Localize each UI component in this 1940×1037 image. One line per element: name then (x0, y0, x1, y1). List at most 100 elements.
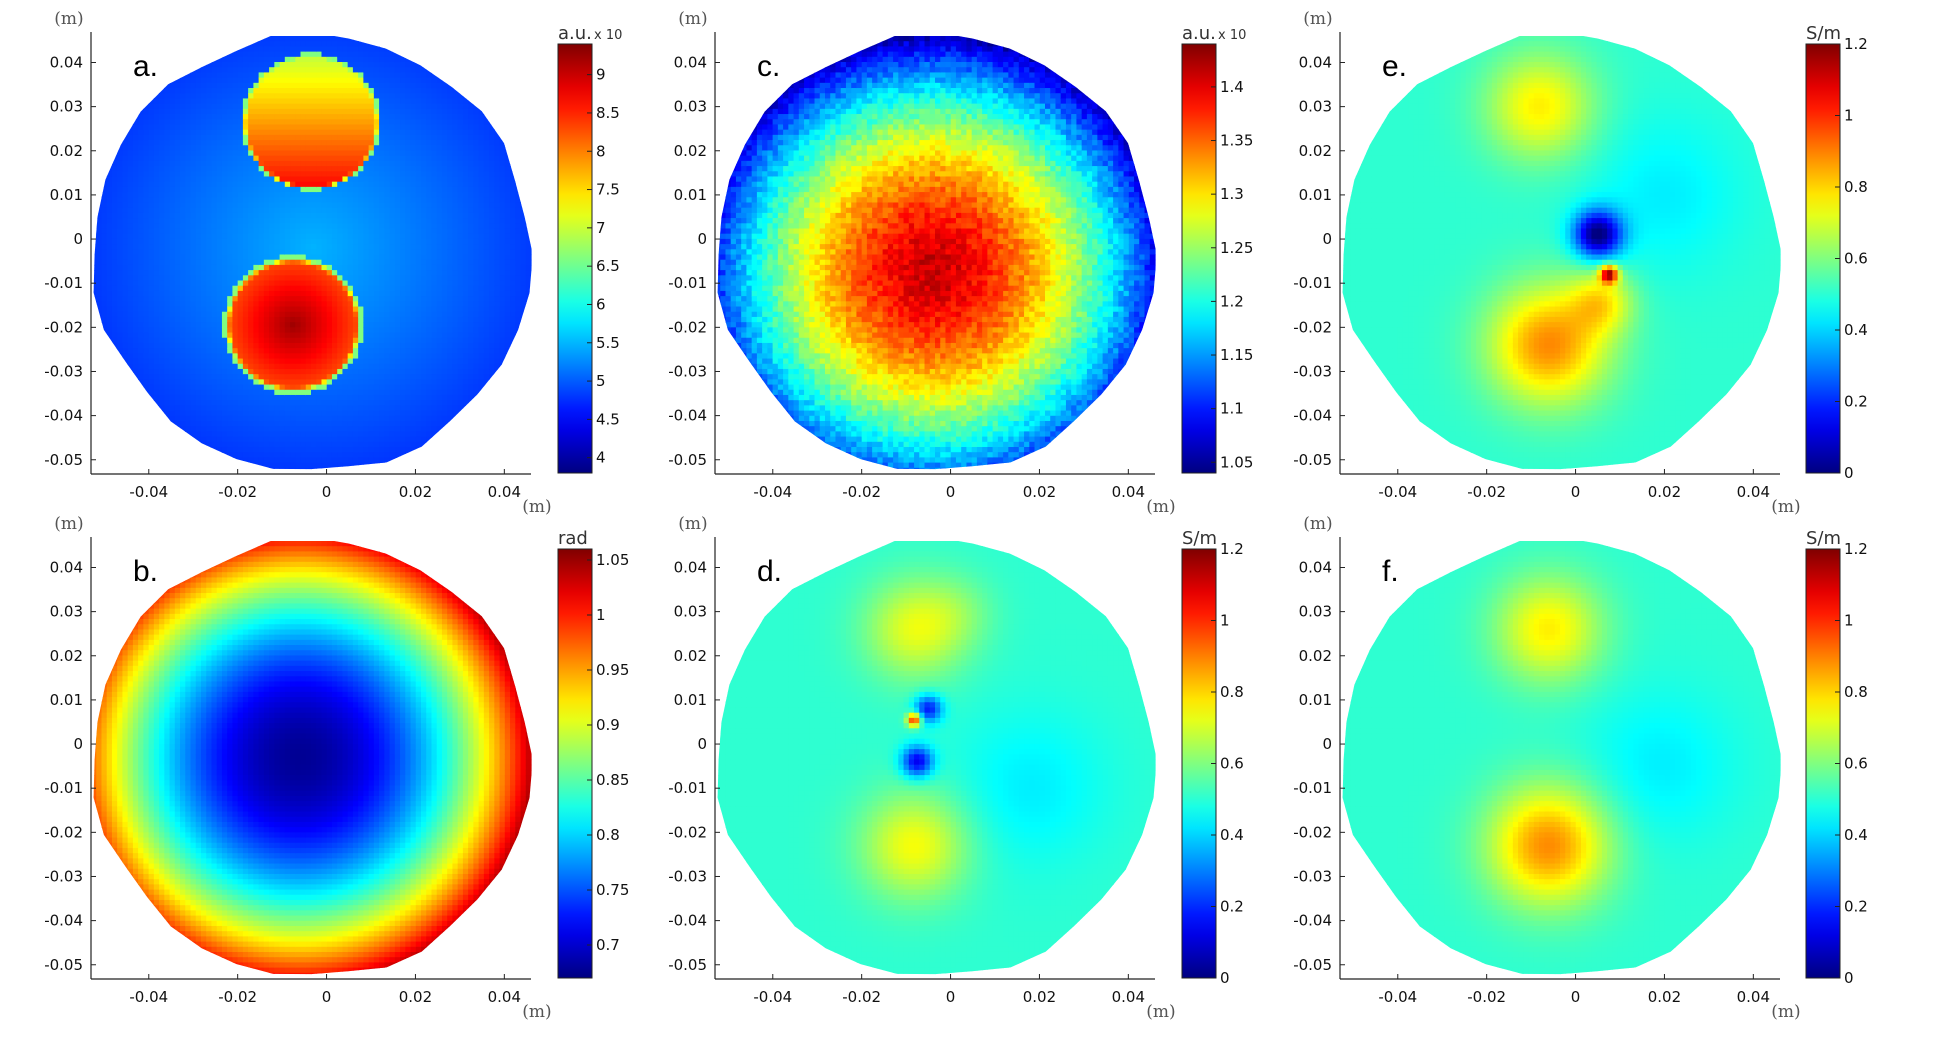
heatmap-cell (400, 171, 406, 178)
heatmap-cell (206, 67, 213, 74)
heatmap-cell (174, 233, 181, 240)
heatmap-cell (279, 415, 286, 422)
heatmap-cell (195, 415, 202, 422)
heatmap-cell (216, 140, 223, 146)
heatmap-cell (201, 389, 207, 396)
heatmap-cell (111, 254, 118, 261)
heatmap-cell (237, 134, 244, 141)
heatmap-cell (279, 259, 286, 266)
heatmap-cell (253, 426, 260, 432)
heatmap-cell (122, 368, 129, 375)
heatmap-cell (195, 348, 202, 354)
heatmap-cell (400, 192, 406, 198)
heatmap-cell (295, 446, 302, 453)
heatmap-cell (305, 348, 312, 354)
heatmap-cell (426, 202, 433, 209)
heatmap-cell (373, 306, 380, 313)
heatmap-cell (379, 176, 385, 183)
heatmap-cell (169, 316, 176, 323)
heatmap-cell (410, 176, 417, 183)
heatmap-cell (148, 155, 155, 162)
heatmap-cell (221, 238, 228, 245)
heatmap-cell (221, 441, 228, 448)
heatmap-cell (269, 228, 275, 235)
heatmap-cell (206, 410, 213, 417)
heatmap-cell (253, 337, 260, 344)
heatmap-cell (206, 145, 213, 152)
heatmap-cell (237, 46, 244, 53)
heatmap-cell (363, 98, 370, 105)
heatmap-cell (258, 72, 265, 79)
heatmap-cell (321, 374, 328, 380)
heatmap-cell (368, 103, 375, 110)
heatmap-cell (284, 192, 291, 198)
heatmap-cell (237, 186, 244, 193)
heatmap-cell (190, 400, 197, 406)
heatmap-cell (185, 290, 192, 297)
heatmap-cell (295, 228, 302, 235)
heatmap-cell (148, 129, 155, 136)
heatmap-cell (211, 410, 218, 417)
heatmap-cell (159, 316, 165, 323)
heatmap-cell (269, 405, 275, 412)
heatmap-cell (274, 114, 281, 120)
heatmap-cell (389, 51, 396, 58)
heatmap-cell (216, 212, 223, 219)
heatmap-cell (300, 72, 307, 79)
heatmap-cell (195, 140, 202, 146)
heatmap-cell (337, 140, 344, 146)
heatmap-cell (237, 72, 244, 79)
heatmap-cell (248, 98, 254, 105)
heatmap-cell (159, 228, 165, 235)
heatmap-cell (159, 415, 165, 422)
heatmap-cell (195, 51, 202, 58)
heatmap-cell (169, 197, 176, 204)
heatmap-cell (426, 155, 433, 162)
heatmap-cell (331, 410, 338, 417)
heatmap-cell (415, 275, 422, 282)
heatmap-cell (331, 129, 338, 136)
heatmap-cell (363, 228, 370, 235)
heatmap-cell (347, 51, 354, 58)
heatmap-cell (190, 140, 197, 146)
heatmap-cell (174, 374, 181, 380)
heatmap-cell (148, 223, 155, 230)
heatmap-cell (164, 337, 171, 344)
heatmap-cell (169, 124, 176, 131)
heatmap-cell (132, 348, 139, 354)
heatmap-cell (138, 290, 144, 297)
heatmap-cell (258, 36, 265, 42)
heatmap-cell (263, 249, 270, 256)
heatmap-cell (384, 280, 391, 287)
heatmap-cell (300, 223, 307, 230)
heatmap-cell (431, 56, 438, 63)
heatmap-cell (284, 119, 291, 126)
heatmap-cell (190, 379, 197, 386)
heatmap-cell (337, 358, 344, 365)
heatmap-cell (415, 420, 422, 427)
heatmap-cell (258, 41, 265, 47)
heatmap-cell (400, 363, 406, 370)
heatmap-cell (279, 316, 286, 323)
heatmap-cell (180, 171, 186, 178)
heatmap-cell (253, 155, 260, 162)
heatmap-cell (311, 410, 317, 417)
heatmap-cell (138, 176, 144, 183)
heatmap-cell (232, 51, 239, 58)
heatmap-cell (153, 254, 160, 261)
heatmap-cell (384, 410, 391, 417)
heatmap-cell (421, 384, 427, 391)
heatmap-cell (180, 233, 186, 240)
heatmap-cell (248, 223, 254, 230)
heatmap-cell (305, 337, 312, 344)
heatmap-cell (148, 264, 155, 271)
heatmap-cell (290, 218, 296, 224)
heatmap-cell (358, 46, 364, 53)
heatmap-cell (321, 202, 328, 209)
heatmap-cell (93, 218, 97, 224)
heatmap-cell (159, 171, 165, 178)
heatmap-cell (258, 129, 265, 136)
heatmap-cell (263, 77, 270, 84)
heatmap-cell (358, 394, 364, 401)
heatmap-cell (290, 72, 296, 79)
